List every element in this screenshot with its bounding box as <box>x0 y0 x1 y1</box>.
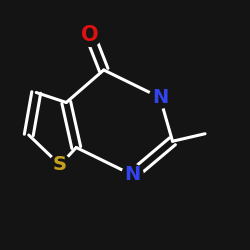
Text: O: O <box>81 25 99 45</box>
Text: N: N <box>152 88 168 107</box>
Text: N: N <box>124 166 140 184</box>
Text: S: S <box>53 156 67 174</box>
